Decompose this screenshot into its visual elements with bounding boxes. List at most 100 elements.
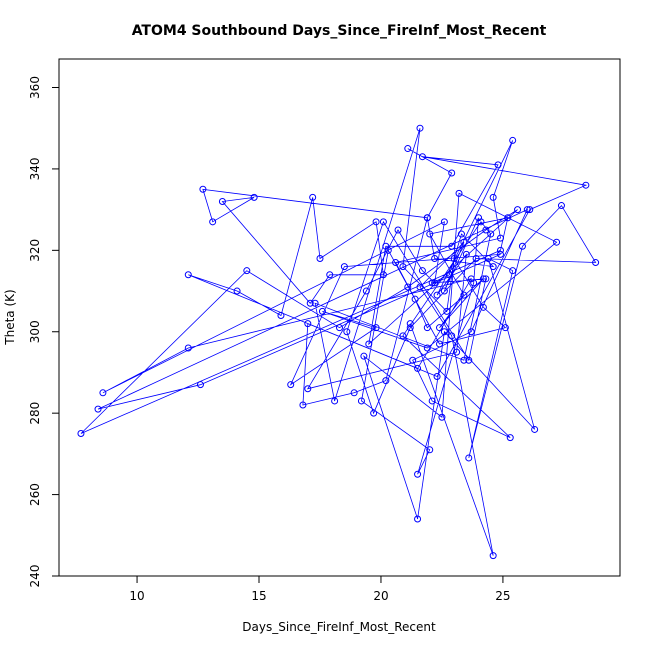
data-point [350,389,358,397]
data-point [382,377,390,385]
y-tick-label: 300 [28,320,42,343]
y-tick-label: 340 [28,157,42,180]
data-point [372,324,380,332]
data-point [277,311,285,319]
data-point [399,263,407,271]
data-point [418,267,426,275]
data-point [423,324,431,332]
y-tick-label: 240 [28,565,42,588]
data-point [504,214,512,222]
data-point [426,446,434,454]
data-point [509,267,517,275]
data-point [399,332,407,340]
data-point [233,287,241,295]
data-point [340,263,348,271]
data-point [318,307,326,315]
data-point [472,254,480,262]
data-point [496,234,504,242]
data-point [343,328,351,336]
data-point [501,324,509,332]
data-point [416,124,424,132]
data-point [457,230,465,238]
data-point [304,320,312,328]
data-point [299,401,307,409]
y-tick-label: 280 [28,402,42,425]
data-point [592,259,600,267]
data-point [557,202,565,210]
data-point [309,193,317,201]
data-point [372,218,380,226]
data-point [362,287,370,295]
data-point [489,193,497,201]
data-point [250,193,258,201]
data-point [436,340,444,348]
data-point [394,226,402,234]
x-tick-label: 15 [251,589,266,603]
data-point [487,230,495,238]
data-point [426,230,434,238]
data-point [404,145,412,153]
x-axis-label: Days_Since_FireInf_Most_Recent [242,620,436,634]
data-point [514,206,522,214]
data-point [523,206,531,214]
x-tick-label: 20 [373,589,388,603]
data-point [450,254,458,262]
data-point [409,356,417,364]
data-point [496,250,504,258]
data-point [460,291,468,299]
data-point [453,348,461,356]
data-point [428,279,436,287]
data-point [479,303,487,311]
data-point [433,373,441,381]
data-point [306,299,314,307]
data-point [411,295,419,303]
data-point [326,271,334,279]
data-point [506,434,514,442]
data-point [357,397,365,405]
data-point [336,324,343,332]
data-point [455,189,463,197]
data-point [379,271,387,279]
data-point [438,413,446,421]
data-point [184,271,192,279]
data-point [496,246,504,254]
data-point [365,340,373,348]
y-axis-label: Theta (K) [3,289,17,345]
data-point [440,328,448,336]
series-line [80,128,597,556]
data-point [243,267,251,275]
data-point [467,328,475,336]
data-point [448,332,456,340]
data-point [77,430,85,438]
data-point [94,405,102,413]
data-point [443,307,451,315]
data-point [489,263,497,271]
data-point [287,381,295,389]
y-tick-label: 260 [28,483,42,506]
data-point [462,250,470,258]
data-point [475,214,483,222]
data-point [436,324,444,332]
data-point [553,238,561,246]
data-point [99,389,107,397]
data-point [384,246,392,254]
data-point [404,283,412,291]
x-tick-label: 10 [129,589,144,603]
data-point [414,470,422,478]
data-point [370,409,378,417]
data-point [406,324,414,332]
data-point [433,291,441,299]
y-tick-label: 320 [28,239,42,262]
data-point [418,153,426,161]
data-point [311,299,319,307]
data-point [479,275,487,283]
data-point [428,397,436,405]
data-point [465,356,473,364]
data-point [465,454,473,462]
data-point [199,185,207,193]
data-point [431,279,439,287]
data-point [423,344,431,352]
data-point [440,287,448,295]
data-point [440,218,448,226]
